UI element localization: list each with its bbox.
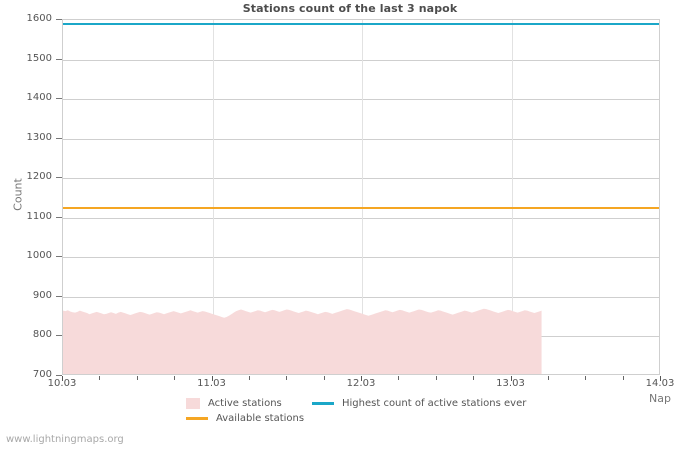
x-axis-title: Nap [649, 392, 671, 405]
x-axis-tick-mark [62, 376, 63, 381]
x-axis-minor-tick-mark [286, 376, 287, 380]
plot-area [62, 19, 660, 375]
legend-item-highest-count[interactable]: Highest count of active stations ever [312, 396, 526, 411]
gridline [63, 218, 659, 219]
x-axis-minor-tick-mark [473, 376, 474, 380]
legend-swatch-icon [186, 398, 200, 409]
x-axis-minor-tick-mark [436, 376, 437, 380]
gridline [213, 20, 214, 374]
x-axis-minor-tick-mark [623, 376, 624, 380]
highest-count-reference-line [63, 22, 659, 25]
x-axis-tick-label: 10.03 [47, 378, 77, 389]
x-axis-tick-mark [660, 376, 661, 381]
x-axis-minor-tick-mark [99, 376, 100, 380]
x-axis-tick-label: 14.03 [645, 378, 675, 389]
chart-title: Stations count of the last 3 napok [242, 2, 458, 15]
x-axis-tick-mark [511, 376, 512, 381]
legend-line-icon [186, 417, 208, 420]
legend-row: Available stations [186, 411, 606, 426]
y-axis-tick-label: 1500 [26, 52, 52, 64]
active-stations-area-series [63, 308, 542, 374]
legend-label: Highest count of active stations ever [342, 398, 527, 409]
x-axis-minor-tick-mark [398, 376, 399, 380]
legend-label: Active stations [208, 398, 282, 409]
x-axis-tick-mark [212, 376, 213, 381]
x-axis-minor-tick-mark [324, 376, 325, 380]
y-axis-tick-label: 1000 [26, 250, 52, 262]
x-axis-tick-label: 13.03 [496, 378, 525, 389]
gridline [63, 297, 659, 298]
y-axis-tick-label: 800 [32, 329, 52, 341]
y-axis-tick-label: 1100 [26, 210, 52, 222]
x-axis-tick-label: 12.03 [346, 378, 376, 389]
legend-row: Active stations Highest count of active … [186, 396, 606, 411]
y-axis-tick-label: 900 [32, 289, 52, 301]
gridline [63, 60, 659, 61]
legend-item-available-stations[interactable]: Available stations [186, 411, 304, 426]
legend-label: Available stations [216, 413, 305, 424]
x-axis-minor-tick-mark [137, 376, 138, 380]
y-axis-tick-label: 1200 [26, 171, 52, 183]
legend-line-icon [312, 402, 334, 405]
gridline [362, 20, 363, 374]
y-axis-title: Count [11, 178, 25, 211]
available-stations-reference-line [63, 206, 659, 209]
x-axis-tick-mark [361, 376, 362, 381]
x-axis-tick-label: 11.03 [197, 378, 226, 389]
legend-item-active-stations[interactable]: Active stations [186, 396, 282, 411]
gridline [512, 20, 513, 374]
footer-source-url: www.lightningmaps.org [6, 434, 124, 445]
chart-legend: Active stations Highest count of active … [186, 396, 606, 426]
y-axis-tick-label: 1400 [26, 92, 52, 104]
gridline [63, 139, 659, 140]
x-axis-minor-tick-mark [548, 376, 549, 380]
x-axis-minor-tick-mark [585, 376, 586, 380]
gridline [63, 178, 659, 179]
x-axis-minor-tick-mark [249, 376, 250, 380]
x-axis-minor-tick-mark [174, 376, 175, 380]
y-axis-tick-label: 1600 [26, 13, 52, 24]
gridline [63, 99, 659, 100]
y-axis-tick-label: 1300 [26, 131, 52, 143]
gridline [63, 257, 659, 258]
